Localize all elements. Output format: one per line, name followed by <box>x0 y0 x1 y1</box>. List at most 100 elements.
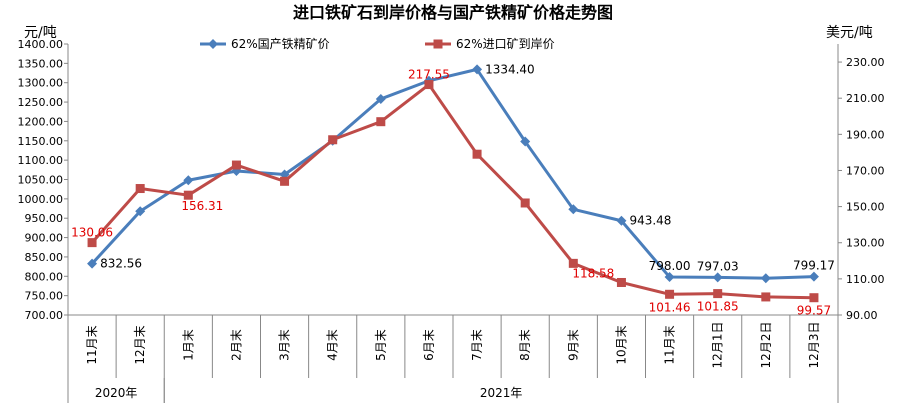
x-tick-label: 12月末 <box>133 325 147 364</box>
data-point <box>280 176 290 186</box>
data-label: 832.56 <box>100 257 142 271</box>
data-point <box>664 272 675 283</box>
data-label: 99.57 <box>797 304 831 318</box>
x-group-label: 2020年 <box>95 386 138 400</box>
x-tick-label: 3月末 <box>278 329 292 361</box>
data-label: 943.48 <box>629 214 671 228</box>
y-left-tick-label: 1200.00 <box>18 115 64 128</box>
y-left-tick-label: 1250.00 <box>18 96 64 109</box>
data-point <box>616 215 627 226</box>
y-left-tick-label: 700.00 <box>25 309 64 322</box>
data-label: 101.85 <box>697 300 739 314</box>
x-tick-label: 6月末 <box>422 329 436 361</box>
data-point <box>568 258 578 268</box>
y-left-tick-label: 950.00 <box>25 212 64 225</box>
x-tick-label: 5月末 <box>374 329 388 361</box>
data-point <box>231 160 241 170</box>
x-tick-label: 12月2日 <box>759 322 773 369</box>
plot-background <box>68 44 838 315</box>
data-label: 217.55 <box>408 68 450 82</box>
data-point <box>809 293 819 303</box>
y-left-tick-label: 1300.00 <box>18 77 64 90</box>
y-right-tick-label: 210.00 <box>846 92 885 105</box>
y-right-tick-label: 190.00 <box>846 128 885 141</box>
y-right-tick-label: 110.00 <box>846 273 885 286</box>
data-label: 798.00 <box>649 259 691 273</box>
y-left-tick-label: 850.00 <box>25 251 64 264</box>
legend: 62%国产铁精矿价 62%进口矿到岸价 <box>200 37 555 51</box>
y-axis-right-label: 美元/吨 <box>826 25 873 41</box>
data-point <box>424 80 434 90</box>
data-point <box>376 117 386 127</box>
y-left-tick-label: 1100.00 <box>18 154 64 167</box>
x-tick-label: 10月末 <box>614 325 628 364</box>
data-point <box>616 277 626 287</box>
data-point <box>761 292 771 302</box>
legend-label: 62%进口矿到岸价 <box>456 37 555 51</box>
y-left-tick-label: 1150.00 <box>18 135 64 148</box>
y-left-tick-label: 750.00 <box>25 290 64 303</box>
data-point <box>808 271 819 282</box>
data-label: 118.58 <box>572 266 614 280</box>
data-point <box>520 198 530 208</box>
y-left-tick-label: 900.00 <box>25 232 64 245</box>
data-point <box>183 175 194 186</box>
x-tick-label: 9月末 <box>566 329 580 361</box>
data-label: 1334.40 <box>485 62 535 76</box>
data-point <box>520 136 531 147</box>
data-labels: 832.56 1334.40 943.48 798.00 797.03 799.17 130… <box>71 62 835 317</box>
series-line <box>90 83 814 300</box>
y-right-tick-label: 150.00 <box>846 201 885 214</box>
y-left-tick-label: 800.00 <box>25 270 64 283</box>
series-line <box>90 67 814 280</box>
data-point <box>713 289 723 299</box>
data-point <box>665 289 675 299</box>
data-point <box>375 93 386 104</box>
y-right-tick-label: 170.00 <box>846 164 885 177</box>
data-label: 797.03 <box>697 259 739 273</box>
x-tick-label: 12月3日 <box>807 322 821 369</box>
data-point <box>87 238 97 248</box>
x-tick-label: 4月末 <box>326 329 340 361</box>
data-point <box>472 64 483 75</box>
y-left-tick-label: 1000.00 <box>18 193 64 206</box>
data-label: 799.17 <box>793 259 835 273</box>
data-label: 101.46 <box>649 300 691 314</box>
y-left-tick-label: 1050.00 <box>18 174 64 187</box>
data-point <box>135 184 145 194</box>
data-point <box>568 204 579 215</box>
x-tick-label: 8月末 <box>518 329 532 361</box>
data-label: 156.31 <box>181 199 223 213</box>
data-point <box>183 190 193 200</box>
y-right-tick-label: 130.00 <box>846 237 885 250</box>
data-point <box>135 206 146 217</box>
y-left-tick-label: 1350.00 <box>18 57 64 70</box>
y-right-tick-label: 230.00 <box>846 56 885 69</box>
x-tick-label: 2月末 <box>229 329 243 361</box>
x-tick-label: 11月末 <box>85 325 99 364</box>
x-tick-label: 1月末 <box>181 329 195 361</box>
x-group-label: 2021年 <box>480 386 523 400</box>
plot-area <box>68 44 838 315</box>
data-point <box>87 258 98 269</box>
series-lines <box>87 64 819 303</box>
legend-item: 62%国产铁精矿价 <box>200 37 330 51</box>
data-point <box>472 149 482 159</box>
legend-label: 62%国产铁精矿价 <box>231 37 330 51</box>
axes: 700.00 750.00 800.00 850.00 900.00 950.00 1000… <box>18 38 885 403</box>
data-point <box>760 273 771 284</box>
x-tick-label: 7月末 <box>470 329 484 361</box>
legend-swatch-marker <box>433 39 443 49</box>
legend-item: 62%进口矿到岸价 <box>425 37 555 51</box>
x-tick-label: 11月末 <box>663 325 677 364</box>
y-right-tick-label: 90.00 <box>846 309 878 322</box>
chart-title: 进口铁矿石到岸价格与国产铁精矿价格走势图 <box>293 3 613 22</box>
legend-swatch-marker <box>208 39 218 49</box>
data-point <box>328 135 338 145</box>
data-point <box>712 272 723 283</box>
data-label: 130.06 <box>71 226 113 240</box>
y-axis-left-label: 元/吨 <box>24 25 57 41</box>
y-left-tick-label: 1400.00 <box>18 38 64 51</box>
